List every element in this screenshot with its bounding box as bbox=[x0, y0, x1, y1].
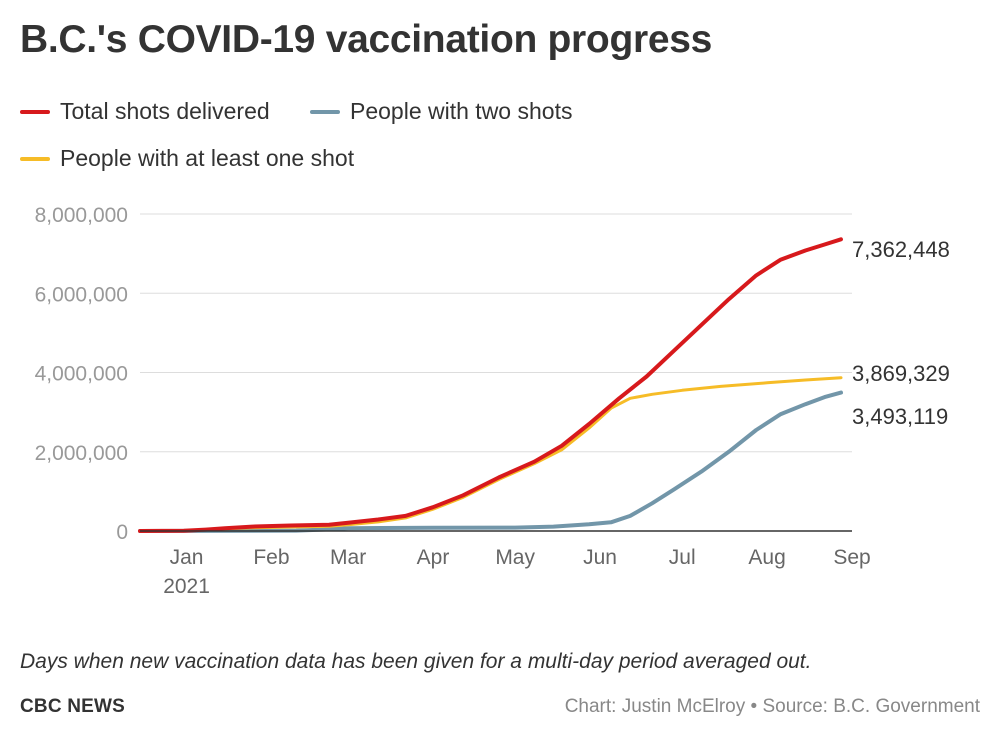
x-tick-label: Mar bbox=[330, 546, 366, 569]
series-line bbox=[138, 390, 843, 533]
legend-swatch bbox=[20, 156, 50, 161]
x-tick-sublabel: 2021 bbox=[163, 575, 210, 598]
x-tick-label: Sep bbox=[833, 546, 870, 569]
y-tick-label: 0 bbox=[116, 521, 128, 544]
series-line bbox=[138, 237, 843, 533]
legend-label: People with two shots bbox=[350, 98, 573, 124]
legend-label: People with at least one shot bbox=[60, 145, 355, 171]
chart-title: B.C.'s COVID-19 vaccination progress bbox=[20, 18, 713, 61]
legend-item: People with two shots bbox=[310, 98, 572, 125]
series-line bbox=[138, 376, 843, 533]
series-end-label: 7,362,448 bbox=[852, 237, 950, 262]
series-end-label: 3,869,329 bbox=[852, 361, 950, 386]
series-end-label: 3,493,119 bbox=[852, 404, 948, 429]
legend-item: People with at least one shot bbox=[20, 145, 354, 172]
x-tick-label: Jul bbox=[669, 546, 696, 569]
brand-logo: CBC NEWS bbox=[20, 696, 126, 717]
legend-swatch bbox=[310, 109, 340, 114]
y-tick-label: 4,000,000 bbox=[35, 363, 128, 386]
legend-item: Total shots delivered bbox=[20, 98, 270, 125]
x-tick-label: Apr bbox=[417, 546, 450, 569]
x-tick-label: Feb bbox=[253, 546, 289, 569]
y-tick-label: 6,000,000 bbox=[35, 283, 128, 306]
legend-label: Total shots delivered bbox=[60, 98, 270, 124]
chart-credit: Chart: Justin McElroy • Source: B.C. Gov… bbox=[564, 696, 980, 717]
footnote: Days when new vaccination data has been … bbox=[20, 650, 812, 673]
x-tick-label: May bbox=[495, 546, 535, 569]
line-chart: 0 2,000,000 4,000,000 6,000,000 8,000,000 Jan… bbox=[35, 204, 950, 598]
x-tick-label: Jun bbox=[583, 546, 617, 569]
x-tick-label: Aug bbox=[748, 546, 785, 569]
y-tick-label: 8,000,000 bbox=[35, 204, 128, 227]
x-tick-label: Jan bbox=[170, 546, 204, 569]
legend-swatch bbox=[20, 109, 50, 114]
y-tick-label: 2,000,000 bbox=[35, 442, 128, 465]
